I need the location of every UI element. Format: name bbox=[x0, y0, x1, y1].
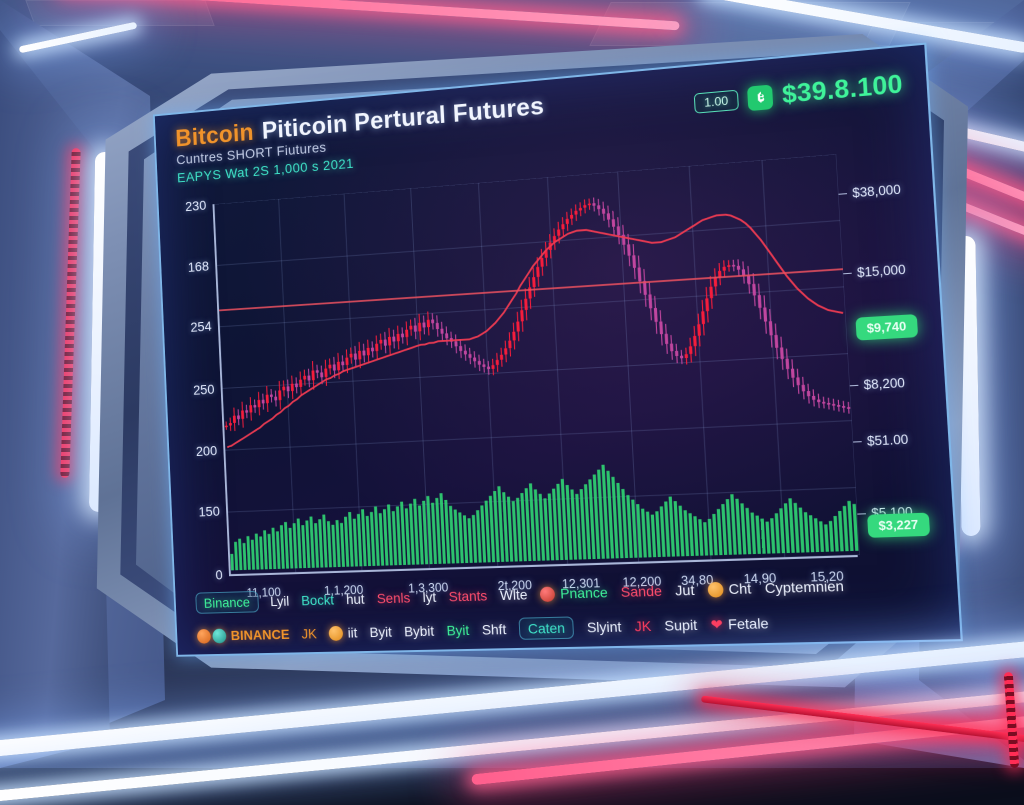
legend-item-label: Byit bbox=[369, 624, 392, 640]
legend-item-label: hut bbox=[346, 591, 365, 607]
legend-item-byit[interactable]: Byit bbox=[446, 622, 469, 638]
y-axis-label-right: $8,200 bbox=[863, 376, 905, 393]
legend-item-label: Slyint bbox=[587, 618, 622, 635]
legend-item-label: Cyptemnien bbox=[764, 577, 844, 596]
legend-item-jut[interactable]: Jut bbox=[675, 582, 695, 599]
legend-item-bockt[interactable]: Bockt bbox=[301, 592, 334, 609]
y-axis-label-right: $38,000 bbox=[852, 182, 901, 200]
price-change-pill: 1.00 bbox=[693, 89, 739, 113]
y-axis-label-left: 200 bbox=[196, 442, 218, 458]
trading-screen[interactable]: Bitcoin Piticoin Pertural Futures Cuntre… bbox=[153, 43, 963, 657]
y-axis-label-left: 0 bbox=[215, 567, 223, 583]
bitcoin-icon bbox=[747, 84, 773, 111]
legend-item-label: Supit bbox=[664, 617, 698, 634]
legend-item-label: Byit bbox=[446, 622, 469, 638]
y-axis-tick-right bbox=[843, 273, 852, 275]
exchange-legend-row-2[interactable]: BINANCE JK iit Byit Bybit Byit Shft Caten Slyint… bbox=[197, 608, 936, 647]
legend-item-supit[interactable]: Supit bbox=[664, 617, 698, 634]
ceiling-panel-left bbox=[25, 0, 214, 26]
legend-item-binance[interactable]: Binance bbox=[195, 591, 258, 614]
legend-item-bybit[interactable]: Bybit bbox=[404, 623, 435, 640]
legend-item-label: Cht bbox=[728, 580, 752, 597]
legend-item-label: Jut bbox=[675, 582, 695, 599]
trading-display: Bitcoin Piticoin Pertural Futures Cuntre… bbox=[153, 43, 963, 657]
legend-item-lyil[interactable]: Lyil bbox=[270, 593, 290, 609]
price-badge: $3,227 bbox=[867, 513, 930, 538]
y-axis-tick-right bbox=[850, 385, 859, 386]
legend-item-label: Stants bbox=[448, 587, 487, 604]
legend-item-label: lyt bbox=[422, 589, 436, 605]
bitcoin-circle-icon bbox=[329, 625, 344, 640]
legend-item-label: Shft bbox=[481, 621, 506, 638]
legend-item-shft[interactable]: Shft bbox=[481, 621, 506, 638]
legend-item-hut[interactable]: hut bbox=[346, 591, 365, 607]
legend-item-cht[interactable]: Cht bbox=[707, 580, 751, 598]
y-axis-label-left: 250 bbox=[193, 381, 215, 397]
legend-item-byit[interactable]: Byit bbox=[369, 624, 392, 640]
legend-item-binance[interactable]: BINANCE bbox=[197, 626, 290, 644]
y-axis-label-left: 150 bbox=[198, 503, 220, 519]
bitcoin-circle-icon bbox=[707, 581, 723, 597]
legend-item-jk[interactable]: JK bbox=[634, 618, 651, 635]
legend-item-label: iit bbox=[347, 625, 357, 641]
y-axis-tick-right bbox=[838, 193, 847, 195]
room-environment: Bitcoin Piticoin Pertural Futures Cuntre… bbox=[0, 0, 1024, 768]
legend-item-label: Lyil bbox=[270, 593, 290, 609]
legend-item-wlte[interactable]: Wlte bbox=[500, 586, 528, 603]
binance-pair-icon bbox=[197, 628, 227, 643]
legend-item-label: Bybit bbox=[404, 623, 435, 640]
legend-item-fetale[interactable]: ❤ Fetale bbox=[710, 614, 769, 633]
y-axis-label-left: 230 bbox=[185, 197, 207, 214]
legend-item-label: Senls bbox=[376, 590, 410, 607]
y-axis-label-right: $51.00 bbox=[867, 432, 909, 448]
price-badge: $9,740 bbox=[855, 314, 917, 341]
legend-item-slyint[interactable]: Slyint bbox=[587, 618, 622, 635]
legend-item-senls[interactable]: Senls bbox=[376, 590, 410, 607]
legend-item-label: Bockt bbox=[301, 592, 334, 609]
legend-item-label: BINANCE bbox=[230, 626, 289, 643]
legend-item-pnance[interactable]: Pnance bbox=[540, 584, 608, 602]
legend-item-stants[interactable]: Stants bbox=[448, 587, 487, 604]
legend-item-label: Fetale bbox=[728, 615, 770, 632]
y-axis-tick-right bbox=[857, 514, 866, 515]
binance-circle-icon bbox=[540, 586, 556, 602]
legend-item-label: Wlte bbox=[500, 586, 528, 603]
y-axis-label-left: 254 bbox=[190, 318, 212, 335]
y-axis-label-right: $15,000 bbox=[857, 262, 906, 280]
legend-item-label: JK bbox=[634, 618, 651, 635]
legend-item-label: Caten bbox=[527, 620, 565, 637]
legend-item-jk[interactable]: JK bbox=[301, 626, 317, 642]
legend-item-sande[interactable]: Sande bbox=[620, 583, 662, 600]
legend-item-label: Binance bbox=[203, 594, 250, 611]
legend-item-label: Sande bbox=[620, 583, 662, 600]
chart-canvas bbox=[214, 154, 859, 574]
legend-item-label: Pnance bbox=[560, 584, 608, 601]
legend-item-lyt[interactable]: lyt bbox=[422, 589, 436, 605]
y-axis-tick-right bbox=[853, 441, 862, 442]
legend-item-cyptemnien[interactable]: Cyptemnien bbox=[764, 577, 844, 596]
y-axis-label-left: 168 bbox=[188, 258, 210, 275]
legend-item-caten[interactable]: Caten bbox=[518, 616, 574, 639]
heart-icon: ❤ bbox=[710, 615, 723, 633]
legend-item-label: JK bbox=[301, 626, 317, 642]
legend-item-iit[interactable]: iit bbox=[329, 625, 358, 641]
